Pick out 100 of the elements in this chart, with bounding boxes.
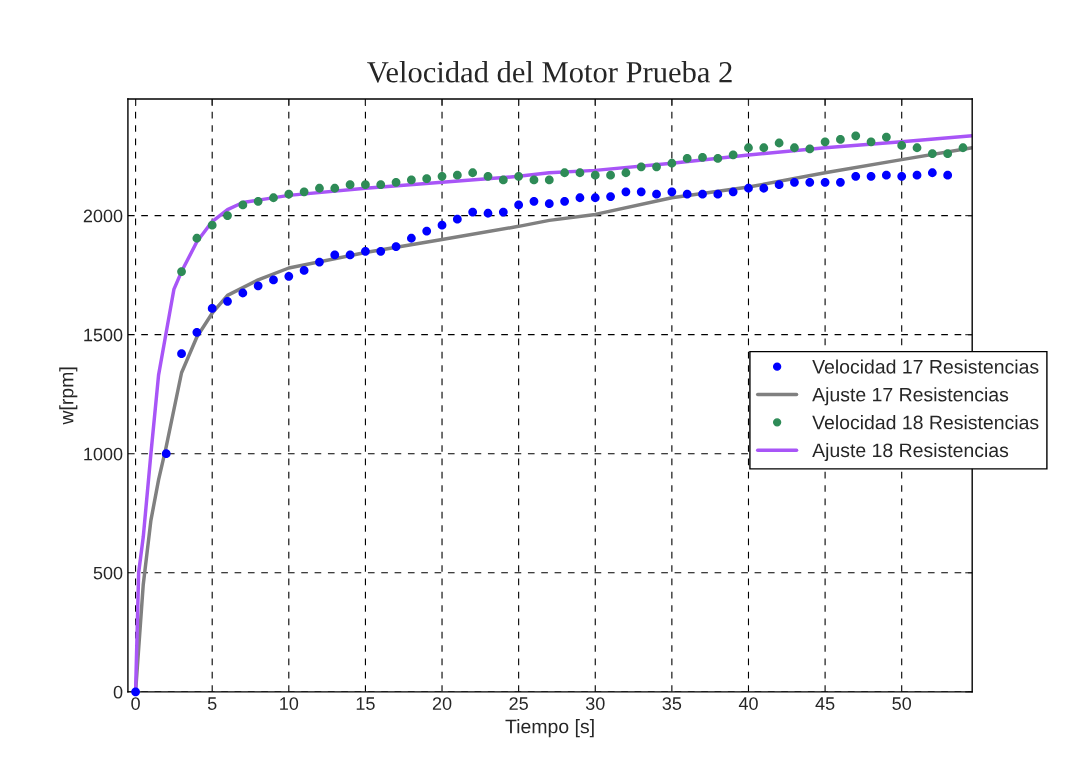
point [851, 131, 861, 141]
point [514, 200, 524, 210]
point [575, 193, 585, 203]
point [713, 189, 723, 199]
point [744, 183, 753, 193]
point [881, 132, 891, 142]
point [192, 233, 202, 243]
x-tick-label: 20 [432, 697, 452, 710]
x-tick-label: 10 [280, 697, 299, 710]
point [774, 180, 784, 190]
y-tick-label: 2000 [83, 209, 123, 223]
point [698, 152, 707, 162]
x-tick-label: 30 [585, 697, 605, 710]
point [391, 177, 401, 187]
point [636, 187, 646, 197]
y-tick-label: 0 [113, 685, 123, 699]
point [529, 196, 539, 206]
point [912, 170, 922, 180]
legend-label: Velocidad 17 Resistencias [812, 359, 1039, 374]
x-tick-label: 40 [738, 697, 758, 710]
point [897, 140, 907, 150]
y-tick-label: 1500 [84, 328, 123, 342]
point [177, 349, 186, 359]
x-tick-label: 50 [892, 697, 912, 710]
point [590, 193, 600, 203]
y-tick-label: 500 [93, 566, 123, 580]
point [667, 187, 677, 197]
point [836, 177, 845, 187]
point [238, 288, 248, 298]
point [207, 220, 217, 230]
point [927, 149, 937, 159]
y-tick-label: 1000 [84, 447, 123, 461]
legend-label: Ajuste 18 Resistencias [812, 442, 1009, 462]
point [345, 180, 355, 190]
point [820, 137, 830, 147]
point [682, 154, 692, 163]
point [315, 183, 324, 193]
point [498, 175, 508, 185]
point [682, 189, 692, 199]
legend-label: Ajuste 17 Resistencias [812, 387, 1009, 406]
point [192, 327, 202, 337]
point [897, 171, 907, 181]
point [836, 135, 845, 144]
point [269, 193, 278, 203]
point [667, 158, 677, 168]
point [452, 214, 462, 224]
point [728, 187, 738, 197]
point [269, 275, 278, 285]
point [407, 175, 416, 185]
point [866, 137, 876, 147]
point [345, 250, 355, 260]
point [698, 189, 707, 199]
point [422, 174, 432, 184]
point [207, 304, 217, 313]
chart-title: Velocidad del Motor Prueba 2 [367, 61, 732, 83]
x-tick-label: 15 [356, 697, 375, 710]
point [744, 143, 753, 153]
point [544, 199, 554, 209]
point [299, 265, 309, 275]
point [131, 687, 140, 697]
point [958, 143, 968, 153]
point [805, 144, 815, 154]
point [284, 271, 294, 281]
point [851, 171, 861, 181]
point [468, 207, 478, 217]
point [483, 171, 493, 181]
point [391, 242, 401, 251]
point [407, 233, 416, 243]
point [468, 168, 478, 178]
point [590, 170, 600, 180]
point [361, 180, 370, 190]
point [912, 143, 922, 153]
point [943, 149, 953, 159]
point [238, 200, 248, 210]
point [330, 183, 340, 193]
point [223, 296, 232, 306]
point [422, 226, 432, 236]
point [330, 250, 340, 260]
point [376, 180, 386, 190]
point [759, 183, 769, 193]
point [606, 192, 615, 201]
point [560, 168, 569, 178]
x-tick-label: 0 [131, 697, 140, 710]
x-tick-label: 45 [815, 697, 835, 710]
point [498, 207, 508, 217]
point [361, 246, 370, 256]
point [560, 196, 569, 206]
point [728, 150, 738, 160]
x-tick-label: 25 [509, 697, 528, 710]
point [774, 138, 784, 148]
point [606, 170, 615, 180]
point [161, 449, 171, 459]
point [652, 162, 661, 172]
point [636, 162, 646, 172]
point [299, 187, 309, 197]
point [452, 170, 462, 180]
y-axis-title: w[rpm] [59, 367, 78, 425]
point [575, 168, 585, 178]
point [315, 257, 324, 267]
point [820, 177, 830, 187]
